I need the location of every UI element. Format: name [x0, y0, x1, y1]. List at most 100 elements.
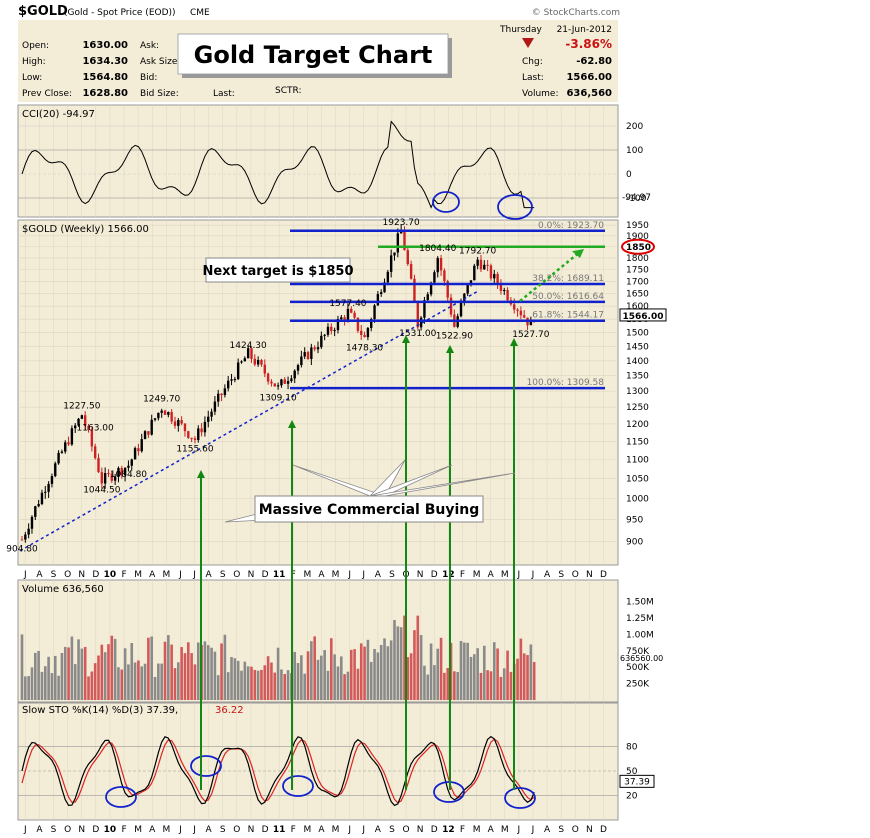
volume-bar — [333, 654, 336, 700]
month-label-mid: N — [417, 570, 424, 580]
down-arrow-icon — [522, 38, 534, 48]
volume-bar — [522, 653, 526, 700]
volume-bar — [77, 639, 80, 700]
volume-bar — [519, 638, 523, 700]
month-label-bottom: F — [460, 825, 465, 835]
cci-label: CCI(20) -94.97 — [22, 109, 95, 120]
month-label-bottom: J — [178, 825, 182, 835]
price-point-label: 1804.40 — [419, 244, 456, 254]
sto-oversold-circle — [105, 786, 137, 808]
candle-body — [499, 284, 503, 292]
volume-bar — [373, 648, 376, 700]
candle-body — [393, 252, 396, 256]
volume-bar — [433, 665, 436, 700]
candle-body — [370, 319, 373, 328]
candle-body — [506, 289, 509, 301]
volume-tick-label: 1.25M — [626, 614, 654, 624]
volume-bar — [47, 656, 50, 700]
volume-bar — [147, 637, 150, 700]
volume-bar — [220, 643, 223, 700]
month-label-bottom: D — [431, 825, 438, 835]
target-tick-circle — [621, 238, 655, 255]
price-point-label: 1792.70 — [459, 247, 496, 257]
stat-right-value: 636,560 — [566, 88, 612, 99]
month-label-mid: O — [572, 570, 579, 580]
volume-bar — [173, 668, 177, 700]
price-point-label: 1249.70 — [143, 394, 180, 404]
fib-label: 50.0%: 1616.64 — [532, 292, 604, 302]
volume-bar — [37, 650, 40, 700]
price-tick-label: 900 — [626, 538, 643, 548]
volume-tick-label: 500K — [626, 663, 650, 673]
cci-series — [21, 120, 535, 220]
projection-line — [519, 252, 579, 303]
month-label-bottom: A — [206, 825, 213, 835]
month-label-bottom: N — [586, 825, 593, 835]
volume-bar — [482, 645, 486, 700]
month-label-mid: M — [134, 570, 142, 580]
volume-bar — [383, 638, 386, 700]
stat-value: 1564.80 — [82, 72, 128, 83]
candle-body — [200, 428, 203, 433]
candle-body — [516, 309, 519, 311]
month-label-mid: S — [51, 570, 57, 580]
cci-panel — [17, 104, 619, 218]
candle-body — [160, 410, 163, 413]
volume-bar — [170, 644, 173, 700]
month-label-bottom: J — [347, 825, 351, 835]
month-label-mid: M — [501, 570, 509, 580]
volume-bar — [43, 666, 47, 700]
candle-body — [300, 356, 303, 366]
candle-body — [303, 352, 306, 357]
month-label-bottom: A — [375, 825, 382, 835]
volume-bar — [316, 659, 320, 700]
price-tick-label: 1950 — [626, 221, 649, 231]
candle-body — [120, 468, 123, 476]
volume-bar — [97, 655, 100, 700]
candle-body — [57, 452, 60, 464]
volume-last-label: 636560.00 — [620, 654, 663, 663]
month-label-mid: N — [78, 570, 85, 580]
volume-bar — [83, 646, 87, 700]
month-label-bottom: A — [318, 825, 325, 835]
price-point-label: 1527.70 — [512, 330, 549, 340]
candle-body — [296, 365, 300, 371]
price-tick-label: 1800 — [626, 254, 649, 264]
stat-label: High: — [22, 57, 46, 67]
volume-bar — [246, 666, 250, 700]
fib-label: 0.0%: 1923.70 — [538, 221, 604, 231]
month-label-bottom: A — [36, 825, 43, 835]
sto-d-line — [21, 738, 535, 804]
candle-body — [143, 431, 147, 440]
candle-body — [27, 528, 30, 535]
candle-body — [197, 428, 200, 441]
candle-body — [167, 411, 170, 415]
symbol: $GOLD — [18, 4, 68, 19]
candle-body — [326, 326, 330, 335]
price-tick-label: 1150 — [626, 437, 649, 447]
volume-bar — [363, 646, 366, 700]
volume-bar — [57, 675, 60, 700]
volume-bar — [177, 662, 180, 700]
candle-body — [293, 370, 296, 379]
candle-body — [50, 476, 54, 484]
price-tick-label: 1850 — [626, 243, 651, 253]
volume-bar — [323, 650, 326, 700]
cci-oversold-circle — [497, 194, 533, 220]
price-point-label: 1227.50 — [63, 402, 100, 412]
month-label-mid: S — [389, 570, 395, 580]
candle-body — [147, 431, 150, 435]
volume-series — [20, 615, 536, 700]
candle-body — [523, 315, 526, 318]
volume-bar — [40, 671, 44, 700]
candle-body — [54, 463, 57, 477]
candle-body — [313, 347, 316, 350]
candle-body — [220, 393, 223, 396]
price-point-label: 1522.90 — [436, 331, 473, 341]
candle-body — [150, 419, 153, 435]
candle-body — [37, 504, 40, 507]
candle-body — [80, 415, 84, 419]
month-label-mid: J — [361, 570, 365, 580]
candle-body — [466, 283, 469, 294]
